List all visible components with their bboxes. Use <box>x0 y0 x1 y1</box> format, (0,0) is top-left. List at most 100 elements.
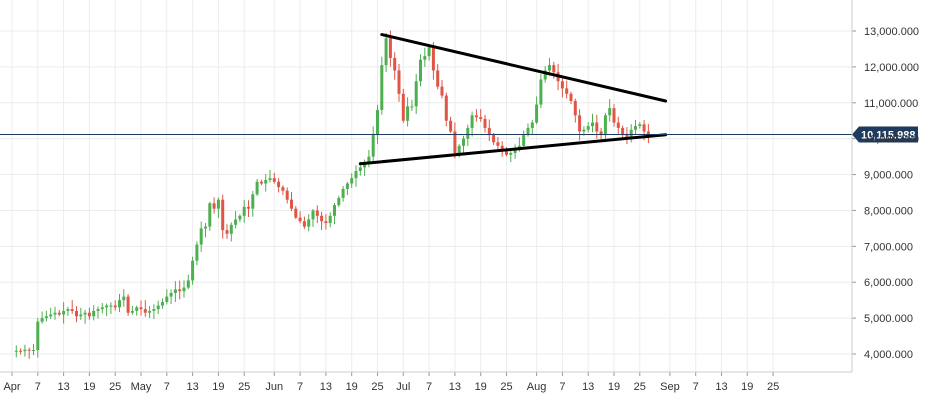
candle-body <box>621 127 625 136</box>
y-tick-label: 11,000.000 <box>864 98 918 110</box>
x-tick-label: 19 <box>346 381 358 393</box>
candle-body <box>565 88 569 94</box>
candle-body <box>397 70 401 94</box>
x-tick-label: 25 <box>109 381 121 393</box>
candle-body <box>216 199 220 209</box>
y-tick-label: 13,000.000 <box>864 26 919 38</box>
candle-body <box>122 296 126 301</box>
candle-body <box>36 321 40 351</box>
candle-body <box>87 312 91 317</box>
x-tick-label: Sep <box>660 381 680 393</box>
x-tick-label: 13 <box>320 381 332 393</box>
candle-body <box>539 79 543 105</box>
candle-body <box>178 289 182 292</box>
candle-body <box>152 309 156 311</box>
candle-body <box>582 129 586 132</box>
grid <box>0 0 852 372</box>
candle-body <box>109 305 113 307</box>
candle-body <box>49 314 53 317</box>
candle-body <box>156 305 160 310</box>
candle-body <box>371 135 375 157</box>
candle-body <box>165 296 169 302</box>
x-tick-label: 25 <box>238 381 250 393</box>
candle-body <box>453 131 457 154</box>
candle-body <box>470 115 474 128</box>
candle-body <box>462 138 465 146</box>
candle-body <box>474 115 478 118</box>
candle-body <box>169 292 173 297</box>
candle-body <box>259 181 263 184</box>
candle-body <box>281 187 285 191</box>
candle-body <box>186 280 190 288</box>
candle-body <box>315 210 319 216</box>
trend-line-upper <box>380 33 668 103</box>
candle-body <box>118 300 121 308</box>
x-tick-label: 25 <box>371 381 383 393</box>
candle-body <box>569 93 573 101</box>
candle-body <box>92 310 96 317</box>
candle-body <box>513 149 517 154</box>
candle-body <box>139 307 143 310</box>
axes: Apr 7 13 19 25 May 7 13 19 25 Jun 7 13 19 25 Jul 7 13 19 25… <box>0 0 919 393</box>
candle-body <box>341 188 345 198</box>
candle-body <box>229 224 233 234</box>
x-tick-label: 7 <box>693 381 699 393</box>
last-price-line-group: 10,115.988 <box>0 126 918 143</box>
candle-body <box>634 126 637 130</box>
candle-body <box>625 135 629 137</box>
x-tick-label: 19 <box>608 381 620 393</box>
candle-body <box>466 127 470 139</box>
trend-line-lower <box>358 133 668 166</box>
candle-body <box>393 57 397 71</box>
candle-body <box>560 81 564 89</box>
candle-body <box>444 95 448 121</box>
last-price-badge <box>852 126 918 143</box>
x-tick-label: 7 <box>164 381 170 393</box>
candle-body <box>27 349 31 351</box>
candle-body <box>290 199 293 209</box>
candle-body <box>320 215 324 222</box>
candle-body <box>492 135 496 143</box>
y-tick-label: 5,000.000 <box>864 313 913 325</box>
candle-body <box>436 70 440 87</box>
candle-body <box>19 350 23 352</box>
candle-body <box>388 38 392 58</box>
candle-body <box>599 131 603 136</box>
y-tick-label: 12,000.000 <box>864 62 919 74</box>
y-tick-label: 8,000.000 <box>864 205 913 217</box>
x-tick-label: 7 <box>559 381 565 393</box>
candles <box>14 30 650 359</box>
candle-body <box>100 307 104 310</box>
candle-body <box>406 106 410 121</box>
candle-body <box>431 47 435 71</box>
candle-body <box>638 124 642 127</box>
candle-body <box>32 350 35 352</box>
candle-body <box>40 318 44 322</box>
candle-body <box>242 206 246 216</box>
candle-body <box>126 296 130 313</box>
candle-body <box>182 287 186 292</box>
candle-body <box>522 135 526 146</box>
candle-body <box>479 117 483 119</box>
x-tick-label: 13 <box>57 381 69 393</box>
candle-body <box>238 215 242 220</box>
candle-body <box>586 126 590 130</box>
last-price-label: 10,115.988 <box>861 130 915 142</box>
candle-body <box>543 70 547 80</box>
candle-body <box>419 59 422 82</box>
candle-body <box>487 127 491 136</box>
candle-body <box>591 122 594 127</box>
x-tick-label: Apr <box>3 381 20 393</box>
candle-body <box>225 230 229 234</box>
x-tick-label: Jul <box>396 381 410 393</box>
y-tick-label: 7,000.000 <box>864 241 913 253</box>
candle-body <box>350 178 354 184</box>
candle-body <box>105 305 109 308</box>
y-tick-label: 6,000.000 <box>864 277 913 289</box>
candle-body <box>277 181 281 188</box>
candle-body <box>578 115 582 132</box>
candle-body <box>251 194 255 209</box>
candle-body <box>285 190 289 200</box>
candle-body <box>79 314 83 317</box>
candle-body <box>44 316 48 319</box>
